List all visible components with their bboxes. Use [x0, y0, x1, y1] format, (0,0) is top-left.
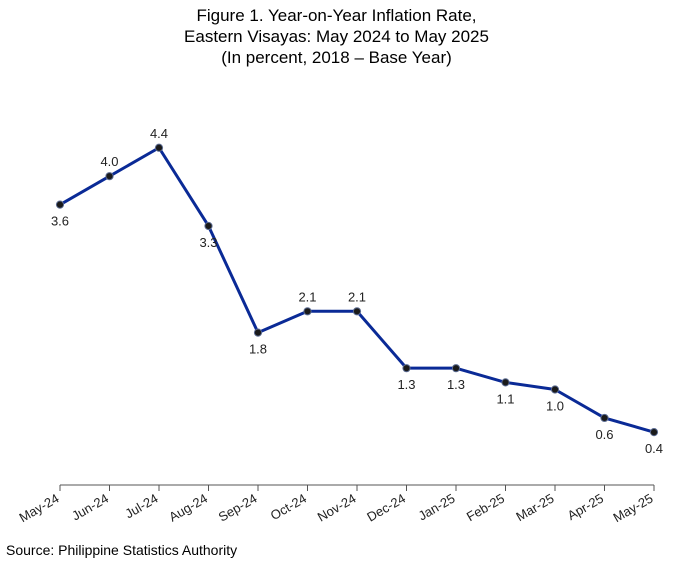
x-tick-label: Oct-24 [268, 491, 309, 523]
x-tick-label: Dec-24 [364, 491, 408, 525]
data-point [451, 364, 461, 373]
x-tick-label: Mar-25 [513, 491, 556, 525]
x-tick-labels: May-24 Jun-24 Jul-24 Aug-24 Sep-24 Oct-24 Nov-… [16, 491, 655, 526]
data-markers [55, 143, 659, 437]
data-label: 2.1 [348, 289, 366, 304]
x-tick-label: Jul-24 [122, 491, 160, 522]
source-note: Source: Philippine Statistics Authority [6, 542, 238, 558]
data-label: 0.4 [645, 441, 663, 456]
data-label: 1.3 [397, 377, 415, 392]
data-point [204, 221, 213, 231]
data-label: 2.1 [298, 289, 316, 304]
x-tick-label: Nov-24 [315, 491, 359, 525]
data-label: 0.6 [595, 427, 613, 442]
data-point [352, 307, 362, 316]
data-label: 3.6 [51, 214, 69, 229]
chart-title-line-1: Figure 1. Year-on-Year Inflation Rate, [196, 6, 477, 25]
x-tick-label: Jun-24 [69, 491, 111, 524]
data-label: 1.0 [546, 399, 564, 414]
data-label: 1.8 [249, 342, 267, 357]
x-tick-label: Apr-25 [565, 491, 606, 524]
data-label: 3.3 [199, 235, 217, 250]
chart-title-line-2: Eastern Visayas: May 2024 to May 2025 [184, 27, 489, 46]
x-axis [59, 484, 655, 491]
data-point [303, 307, 312, 316]
data-label: 1.3 [447, 377, 465, 392]
x-tick-label: May-24 [16, 491, 61, 526]
data-point [649, 428, 659, 437]
data-point [550, 385, 560, 394]
x-tick-label: Jan-25 [416, 491, 458, 524]
data-point [600, 413, 609, 423]
data-point [253, 328, 263, 337]
chart-title: Figure 1. Year-on-Year Inflation Rate, E… [0, 5, 677, 68]
data-point [55, 200, 65, 209]
data-point [402, 364, 411, 373]
chart-title-line-3: (In percent, 2018 – Base Year) [221, 48, 452, 67]
data-labels: 3.6 4.0 4.4 3.3 1.8 2.1 2.1 1.3 1.3 1.1 1.0 0.6 0.4 [51, 126, 663, 456]
data-point [154, 143, 164, 152]
data-label: 1.1 [496, 391, 514, 406]
x-tick-label: Sep-24 [216, 491, 260, 525]
x-tick-label: Aug-24 [166, 491, 210, 525]
data-label: 4.4 [150, 126, 168, 141]
x-tick-label: Feb-25 [464, 491, 507, 525]
data-point [501, 378, 510, 387]
x-tick-label: May-25 [610, 491, 655, 526]
data-label: 4.0 [100, 154, 118, 169]
data-point [105, 172, 114, 181]
